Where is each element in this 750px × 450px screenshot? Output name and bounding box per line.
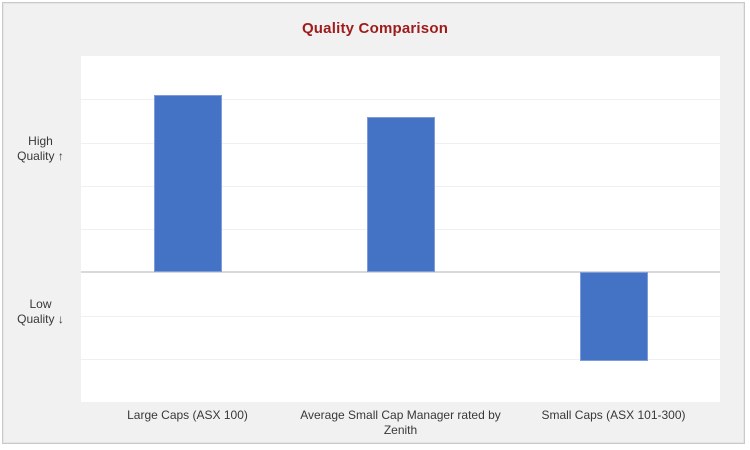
axis-label-high-quality: High Quality ↑ (17, 134, 64, 163)
gridline (81, 315, 720, 317)
axis-label-low-quality: Low Quality ↓ (17, 297, 64, 326)
chart-title: Quality Comparison (301, 20, 449, 37)
bar-1 (153, 94, 222, 273)
plot-area (81, 56, 720, 402)
category-label: Large Caps (ASX 100) (127, 408, 248, 422)
zero-axis-line (81, 271, 720, 274)
bar-2 (366, 116, 435, 273)
gridline (81, 99, 720, 101)
category-label: Small Caps (ASX 101-300) (541, 408, 686, 422)
category-label: Average Small Cap Manager rated by Zenit… (300, 408, 501, 437)
bar-3 (579, 272, 648, 361)
gridline (81, 358, 720, 360)
category-axis: Large Caps (ASX 100) Average Small Cap Ma… (81, 408, 720, 438)
